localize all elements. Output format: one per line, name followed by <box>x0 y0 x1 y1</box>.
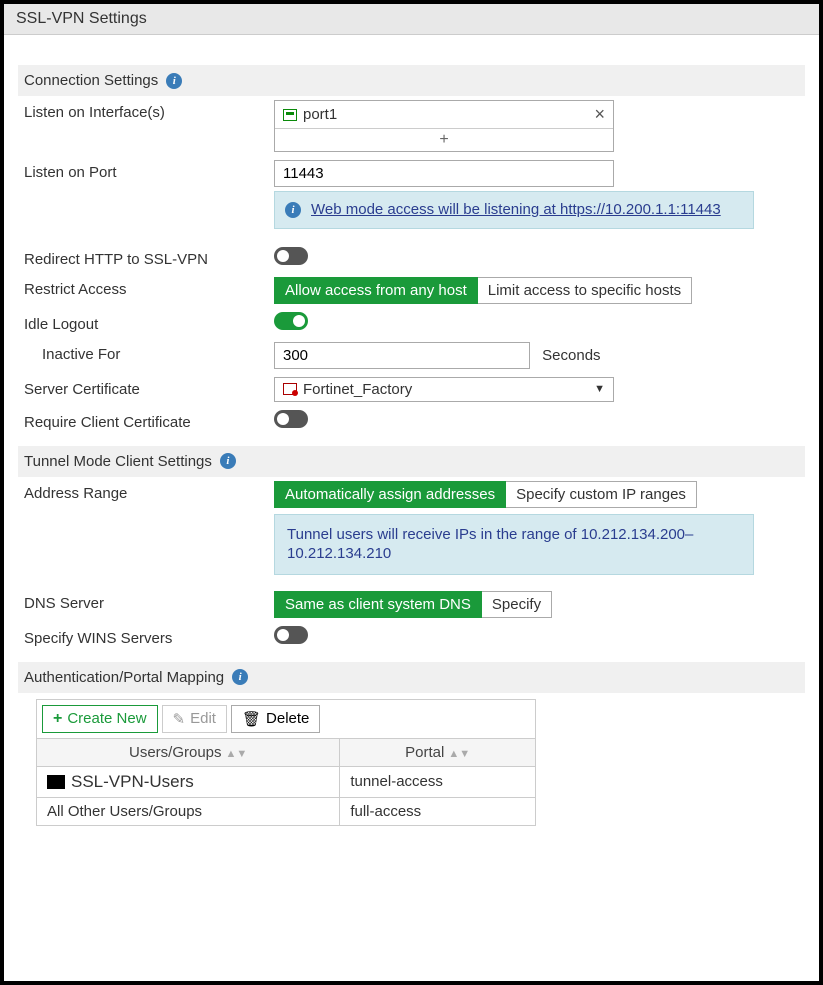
label-restrict-access: Restrict Access <box>24 277 274 298</box>
group-icon <box>47 775 65 789</box>
section-auth-label: Authentication/Portal Mapping <box>24 669 224 686</box>
dns-group: Same as client system DNS Specify <box>274 591 552 618</box>
auth-toolbar: + Create New ✎ Edit 🗑 Delete <box>36 699 536 738</box>
label-redirect-http: Redirect HTTP to SSL-VPN <box>24 247 274 268</box>
restrict-access-group: Allow access from any host Limit access … <box>274 277 692 304</box>
info-icon[interactable]: i <box>220 453 236 469</box>
restrict-limit-button[interactable]: Limit access to specific hosts <box>478 277 692 304</box>
chevron-down-icon: ▼ <box>594 383 605 395</box>
delete-button[interactable]: 🗑 Delete <box>231 705 320 733</box>
label-listen-port: Listen on Port <box>24 160 274 181</box>
seconds-label: Seconds <box>542 347 600 364</box>
label-idle-logout: Idle Logout <box>24 312 274 333</box>
label-address-range: Address Range <box>24 481 274 502</box>
row-users: All Other Users/Groups <box>37 797 340 825</box>
section-auth: Authentication/Portal Mapping i <box>18 662 805 693</box>
address-range-group: Automatically assign addresses Specify c… <box>274 481 697 508</box>
col-portal[interactable]: Portal▲▼ <box>340 738 536 766</box>
create-new-label: Create New <box>67 710 146 727</box>
idle-logout-toggle[interactable] <box>274 312 308 330</box>
restrict-allow-any-button[interactable]: Allow access from any host <box>274 277 478 304</box>
section-connection: Connection Settings i <box>18 65 805 96</box>
section-connection-label: Connection Settings <box>24 72 158 89</box>
address-range-auto-button[interactable]: Automatically assign addresses <box>274 481 506 508</box>
plus-icon: + <box>53 710 62 728</box>
listen-port-input[interactable] <box>274 160 614 187</box>
listen-interface-input[interactable]: port1 × + <box>274 100 614 152</box>
section-tunnel: Tunnel Mode Client Settings i <box>18 446 805 477</box>
row-portal: tunnel-access <box>340 766 536 797</box>
port-icon <box>283 109 297 121</box>
interface-tag: port1 × <box>275 101 613 128</box>
dns-specify-button[interactable]: Specify <box>482 591 552 618</box>
col-users[interactable]: Users/Groups▲▼ <box>37 738 340 766</box>
server-cert-select[interactable]: Fortinet_Factory ▼ <box>274 377 614 402</box>
label-listen-interface: Listen on Interface(s) <box>24 100 274 121</box>
row-portal: full-access <box>340 797 536 825</box>
remove-interface-icon[interactable]: × <box>594 104 605 125</box>
sort-icon: ▲▼ <box>448 748 470 760</box>
info-icon: i <box>285 202 301 218</box>
inactive-for-input[interactable] <box>274 342 530 369</box>
label-dns-server: DNS Server <box>24 591 274 612</box>
edit-label: Edit <box>190 710 216 727</box>
add-interface-button[interactable]: + <box>275 128 613 151</box>
auth-table: Users/Groups▲▼ Portal▲▼ SSL-VPN-Users tu… <box>36 738 536 826</box>
content: Connection Settings i Listen on Interfac… <box>4 35 819 840</box>
page-title: SSL-VPN Settings <box>4 4 819 35</box>
info-icon[interactable]: i <box>166 73 182 89</box>
pencil-icon: ✎ <box>173 710 186 728</box>
redirect-http-toggle[interactable] <box>274 247 308 265</box>
label-wins: Specify WINS Servers <box>24 626 274 647</box>
tunnel-ip-info: Tunnel users will receive IPs in the ran… <box>274 514 754 575</box>
address-range-custom-button[interactable]: Specify custom IP ranges <box>506 481 697 508</box>
certificate-icon <box>283 383 297 395</box>
delete-label: Delete <box>266 710 309 727</box>
label-server-cert: Server Certificate <box>24 377 274 398</box>
listen-info-box: i Web mode access will be listening at h… <box>274 191 754 229</box>
create-new-button[interactable]: + Create New <box>42 705 158 733</box>
dns-same-button[interactable]: Same as client system DNS <box>274 591 482 618</box>
edit-button[interactable]: ✎ Edit <box>162 705 227 733</box>
interface-value: port1 <box>303 106 337 123</box>
listen-url-link[interactable]: Web mode access will be listening at htt… <box>311 200 721 220</box>
table-row[interactable]: All Other Users/Groups full-access <box>37 797 536 825</box>
row-users: SSL-VPN-Users <box>71 772 194 791</box>
section-tunnel-label: Tunnel Mode Client Settings <box>24 453 212 470</box>
require-client-cert-toggle[interactable] <box>274 410 308 428</box>
label-inactive-for: Inactive For <box>24 342 274 363</box>
trash-icon: 🗑 <box>242 710 261 728</box>
sort-icon: ▲▼ <box>226 748 248 760</box>
table-row[interactable]: SSL-VPN-Users tunnel-access <box>37 766 536 797</box>
info-icon[interactable]: i <box>232 669 248 685</box>
server-cert-value: Fortinet_Factory <box>303 381 412 398</box>
label-require-client-cert: Require Client Certificate <box>24 410 274 431</box>
wins-toggle[interactable] <box>274 626 308 644</box>
